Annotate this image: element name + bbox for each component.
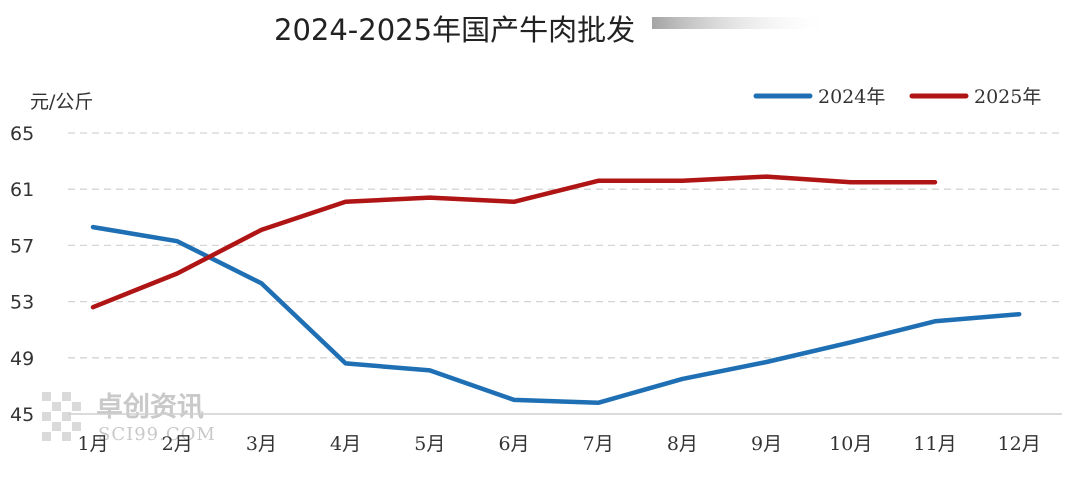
x-tick-label: 12月 xyxy=(998,433,1041,455)
watermark-icon-cell xyxy=(72,422,81,431)
x-tick-label: 8月 xyxy=(667,433,698,455)
watermark-text: 卓创资讯 xyxy=(96,392,204,423)
watermark-icon-cell xyxy=(42,432,51,441)
x-tick-label: 6月 xyxy=(498,433,529,455)
watermark-icon-cell xyxy=(62,392,71,401)
legend: 2024年 2025年 xyxy=(753,86,1041,108)
series-line-1 xyxy=(90,224,1022,406)
watermark-icon xyxy=(42,392,81,441)
y-axis-unit-label: 元/公斤 xyxy=(30,91,93,113)
watermark-icon-cell xyxy=(42,412,51,421)
watermark-subtext: SCI99.COM xyxy=(98,424,216,445)
x-tick-label: 10月 xyxy=(829,433,872,455)
x-tick-label: 3月 xyxy=(246,433,277,455)
y-tick-label: 57 xyxy=(10,235,34,257)
watermark-icon-cell xyxy=(62,412,71,421)
legend-label-1: 2024年 xyxy=(818,86,885,108)
series-line-2 xyxy=(90,174,938,310)
x-tick-label: 5月 xyxy=(414,433,445,455)
y-tick-label: 65 xyxy=(10,123,34,145)
y-axis-ticks: 45 49 53 57 61 65 xyxy=(10,123,34,426)
x-tick-label: 1月 xyxy=(77,433,108,455)
title-fade-swash xyxy=(652,17,832,29)
series-lines xyxy=(90,174,1022,406)
watermark-logo: 卓创资讯 SCI99.COM xyxy=(42,392,216,445)
y-tick-label: 53 xyxy=(10,292,34,314)
y-tick-label: 45 xyxy=(10,404,34,426)
x-tick-label: 7月 xyxy=(583,433,614,455)
x-tick-label: 11月 xyxy=(913,433,956,455)
x-tick-label: 9月 xyxy=(751,433,782,455)
y-tick-label: 49 xyxy=(10,348,34,370)
watermark-icon-cell xyxy=(62,432,71,441)
x-axis-ticks: 1月 2月 3月 4月 5月 6月 7月 8月 9月 10月 11月 12月 xyxy=(77,433,1040,455)
chart-title: 2024-2025年国产牛肉批发 xyxy=(274,13,635,47)
watermark-icon-cell xyxy=(52,422,61,431)
watermark-icon-cell xyxy=(42,392,51,401)
x-tick-label: 2月 xyxy=(162,433,193,455)
y-tick-label: 61 xyxy=(10,179,34,201)
legend-label-2: 2025年 xyxy=(974,86,1041,108)
watermark-icon-cell xyxy=(72,402,81,411)
x-tick-label: 4月 xyxy=(330,433,361,455)
watermark-icon-cell xyxy=(52,402,61,411)
